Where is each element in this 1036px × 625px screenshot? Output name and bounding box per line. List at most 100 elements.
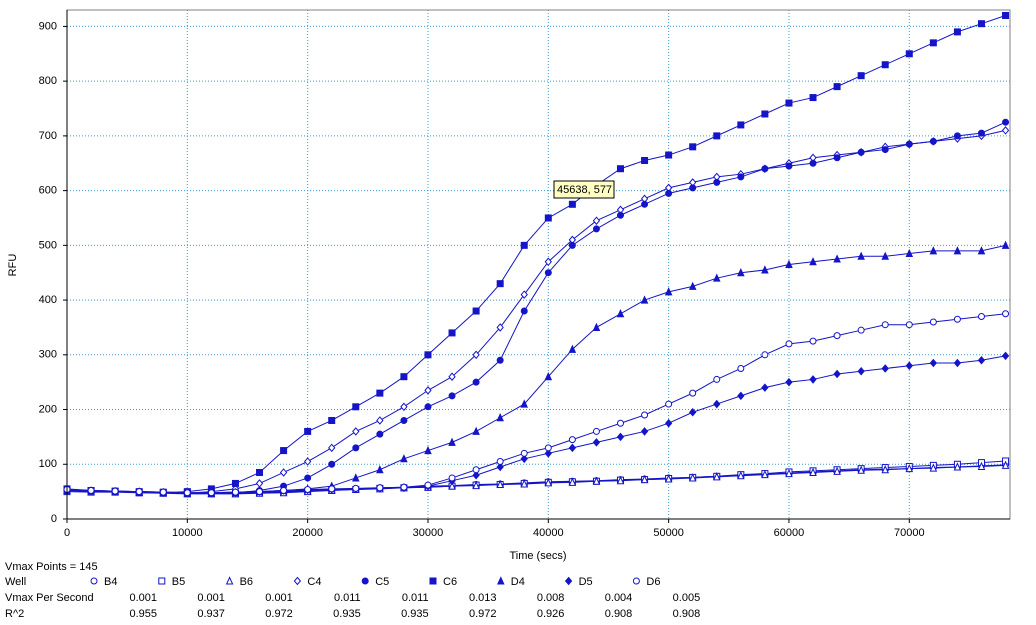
marker (664, 418, 673, 428)
marker (472, 426, 480, 435)
legend-label: D5 (579, 576, 593, 588)
marker (857, 251, 865, 260)
marker (424, 351, 432, 359)
marker (207, 489, 215, 497)
marker (304, 474, 312, 482)
marker (713, 132, 721, 140)
marker (929, 318, 937, 326)
marker (280, 447, 288, 455)
marker (977, 312, 985, 320)
x-tick-label: 60000 (774, 527, 805, 539)
marker (664, 474, 673, 483)
y-tick-label: 500 (39, 239, 57, 251)
y-tick-label: 800 (39, 75, 57, 87)
marker (544, 214, 552, 222)
marker (400, 454, 408, 463)
legend-marker (632, 577, 640, 585)
row-label: R^2 (5, 608, 24, 620)
marker (785, 377, 793, 387)
marker (183, 489, 191, 497)
marker (424, 481, 432, 489)
series-line (66, 244, 1006, 494)
x-tick-label: 20000 (292, 527, 323, 539)
marker (1001, 351, 1010, 361)
legend-entry: C4 (293, 576, 321, 588)
marker (544, 269, 552, 277)
marker (520, 399, 529, 408)
series-line (66, 464, 1006, 495)
marker (352, 403, 360, 411)
marker (737, 471, 745, 480)
marker (809, 375, 817, 384)
marker (905, 321, 913, 329)
marker (472, 466, 480, 474)
marker (977, 461, 986, 470)
marker (496, 323, 504, 332)
marker (328, 460, 336, 468)
marker (785, 259, 793, 268)
marker (905, 361, 913, 371)
marker (472, 350, 480, 360)
marker (737, 121, 745, 129)
marker (520, 290, 528, 299)
x-tick-label: 30000 (413, 527, 444, 539)
legend-entry: D5 (564, 576, 593, 588)
marker (616, 309, 625, 318)
r2-value: 0.908 (673, 608, 701, 620)
vmax-value: 0.013 (469, 592, 497, 604)
vmax-value: 0.001 (129, 592, 157, 604)
marker (761, 265, 769, 274)
marker (376, 416, 384, 425)
marker (617, 211, 625, 219)
r2-value: 0.935 (333, 608, 361, 620)
marker (400, 483, 408, 491)
marker (472, 470, 480, 480)
r2-value: 0.972 (469, 608, 497, 620)
r2-value: 0.955 (129, 608, 157, 620)
legend-entry: D6 (632, 576, 660, 588)
marker (1001, 240, 1010, 249)
marker (568, 200, 576, 208)
marker (448, 481, 456, 490)
marker (304, 427, 312, 435)
marker (424, 386, 432, 395)
marker (592, 476, 601, 485)
legend-entry: D4 (497, 576, 525, 588)
marker (761, 351, 769, 359)
marker (376, 484, 384, 492)
marker (135, 488, 143, 496)
marker (616, 432, 625, 442)
marker (977, 356, 986, 365)
marker (1001, 126, 1010, 135)
marker (929, 463, 938, 472)
marker (448, 437, 456, 446)
series-line (66, 129, 1006, 494)
marker (279, 468, 288, 477)
row-label: Vmax Per Second (5, 592, 94, 604)
y-tick-label: 400 (39, 294, 57, 306)
marker (881, 465, 890, 474)
marker (953, 315, 961, 323)
r2-value: 0.926 (537, 608, 565, 620)
marker (688, 473, 697, 482)
marker (231, 488, 239, 496)
vmax-value: 0.001 (197, 592, 225, 604)
marker (785, 162, 793, 170)
marker (689, 389, 697, 397)
marker (689, 184, 697, 192)
legend-marker (429, 577, 437, 585)
marker (881, 364, 889, 373)
marker (881, 61, 889, 69)
marker (328, 485, 336, 493)
marker (809, 257, 817, 266)
marker (520, 241, 528, 249)
x-tick-label: 10000 (172, 527, 203, 539)
marker (280, 487, 288, 495)
marker (929, 246, 938, 255)
marker (544, 257, 552, 267)
r2-value: 0.937 (197, 608, 225, 620)
marker (400, 373, 408, 381)
tooltip-text: 45638, 577 (557, 184, 612, 196)
marker (713, 375, 721, 383)
